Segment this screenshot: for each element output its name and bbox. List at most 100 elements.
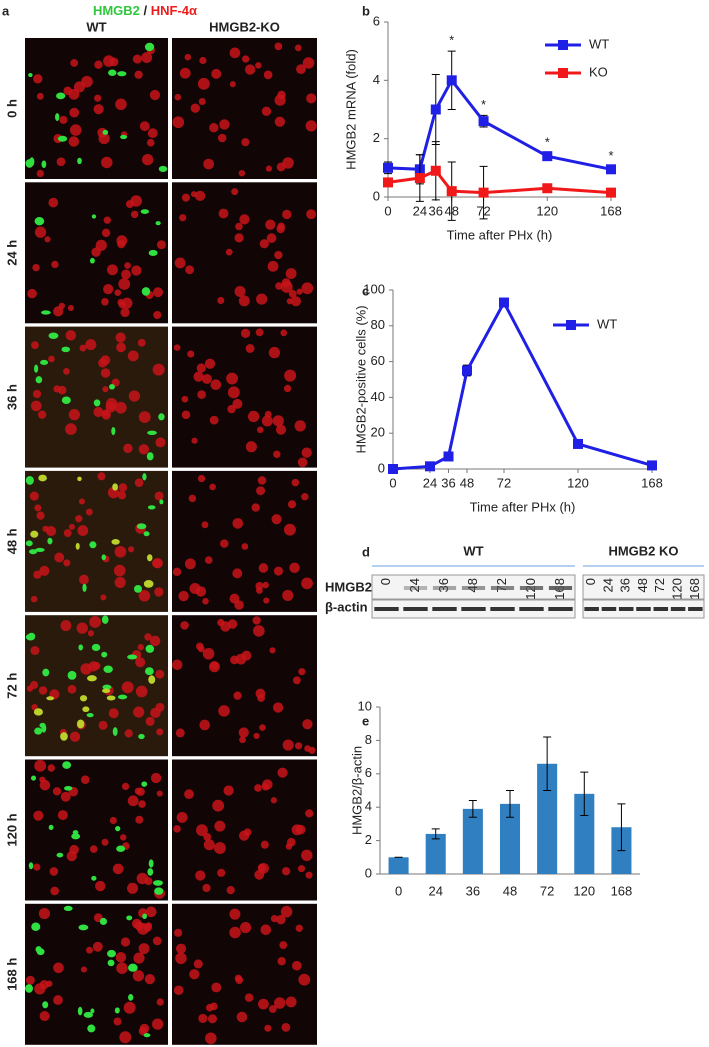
hmgb2-nucleus bbox=[148, 675, 156, 684]
hmgb2-nucleus bbox=[56, 852, 64, 858]
micrograph bbox=[25, 38, 168, 179]
hmgb2-nucleus bbox=[147, 505, 156, 510]
nucleus bbox=[217, 868, 226, 877]
hmgb2-nucleus bbox=[77, 476, 82, 482]
nucleus bbox=[176, 943, 187, 954]
nucleus bbox=[116, 342, 126, 353]
nucleus bbox=[181, 395, 189, 403]
nucleus bbox=[297, 457, 308, 468]
hmgb2-nucleus bbox=[34, 364, 39, 373]
hmgb2-nucleus bbox=[107, 959, 115, 967]
hmgb2-nucleus bbox=[77, 1006, 83, 1016]
nucleus bbox=[136, 872, 149, 885]
nucleus bbox=[115, 332, 126, 343]
nucleus bbox=[295, 824, 306, 835]
nucleus bbox=[30, 400, 42, 412]
hmgb2-nucleus bbox=[34, 727, 43, 735]
nucleus bbox=[274, 116, 286, 127]
nucleus bbox=[34, 504, 42, 512]
hmgb2-nucleus bbox=[34, 216, 45, 226]
nucleus bbox=[60, 791, 71, 802]
nucleus bbox=[234, 974, 242, 982]
error-bar bbox=[468, 800, 477, 818]
hmgb2-nucleus bbox=[25, 476, 34, 485]
nucleus bbox=[202, 597, 209, 605]
nucleus bbox=[286, 837, 296, 847]
nucleus bbox=[231, 188, 239, 196]
hmgb2-nucleus bbox=[159, 499, 164, 505]
nucleus bbox=[152, 363, 165, 376]
nucleus bbox=[116, 962, 128, 974]
micrograph bbox=[172, 326, 317, 468]
x-tick-label: 48 bbox=[503, 883, 517, 898]
nucleus bbox=[238, 169, 246, 177]
nucleus bbox=[58, 302, 66, 310]
y-tick-label: 8 bbox=[365, 732, 372, 747]
nucleus bbox=[267, 260, 279, 272]
nucleus bbox=[137, 338, 146, 347]
nucleus bbox=[214, 820, 226, 832]
y-tick-label: 100 bbox=[363, 281, 385, 296]
x-tick-label: 48 bbox=[460, 475, 474, 490]
nucleus bbox=[27, 288, 37, 299]
nucleus bbox=[209, 483, 216, 491]
hmgb2-nucleus bbox=[146, 452, 154, 461]
hmgb2-nucleus bbox=[67, 670, 77, 680]
y-tick-label: 40 bbox=[371, 389, 385, 404]
lane-label: 48 bbox=[465, 578, 480, 592]
nucleus bbox=[233, 691, 242, 700]
nucleus bbox=[76, 622, 88, 634]
y-tick-label: 6 bbox=[373, 13, 380, 28]
nucleus bbox=[63, 529, 72, 537]
y-tick-label: 6 bbox=[365, 765, 372, 780]
nucleus bbox=[197, 390, 206, 399]
y-tick-label: 2 bbox=[373, 130, 380, 145]
lane-label: 120 bbox=[670, 578, 685, 600]
x-tick-label: 36 bbox=[429, 203, 443, 218]
x-tick-label: 36 bbox=[466, 883, 480, 898]
nucleus bbox=[271, 514, 282, 525]
nucleus bbox=[44, 236, 51, 243]
nucleus bbox=[124, 262, 131, 269]
panel-title: HMGB2 / HNF-4α bbox=[93, 3, 197, 18]
nucleus bbox=[282, 157, 294, 169]
hmgb2-nucleus bbox=[91, 214, 97, 219]
x-tick-label: 120 bbox=[536, 203, 558, 218]
nucleus bbox=[211, 982, 222, 993]
nucleus bbox=[252, 616, 261, 625]
nucleus bbox=[127, 546, 135, 553]
nucleus bbox=[45, 525, 57, 537]
nucleus bbox=[211, 68, 222, 79]
annotation: * bbox=[608, 148, 613, 163]
hmgb2-nucleus bbox=[55, 113, 60, 121]
hmgb2-nucleus bbox=[30, 530, 39, 538]
nucleus bbox=[298, 668, 306, 676]
nucleus bbox=[253, 625, 265, 637]
hmgb2-nucleus bbox=[91, 875, 97, 881]
nucleus bbox=[175, 728, 185, 738]
y-tick-label: 60 bbox=[371, 353, 385, 368]
nucleus bbox=[275, 282, 283, 290]
error-bar bbox=[543, 736, 552, 791]
nucleus bbox=[118, 278, 131, 290]
nucleus bbox=[305, 809, 314, 818]
nucleus bbox=[258, 563, 269, 573]
lane-label: 48 bbox=[635, 578, 650, 592]
nucleus bbox=[155, 669, 165, 679]
nucleus bbox=[138, 590, 151, 602]
hmgb2-nucleus bbox=[101, 651, 108, 658]
nucleus bbox=[60, 620, 72, 632]
hmgb2-nucleus bbox=[48, 332, 59, 339]
nucleus bbox=[153, 287, 163, 298]
micrograph bbox=[25, 759, 168, 901]
nucleus bbox=[30, 595, 38, 603]
band bbox=[653, 607, 669, 611]
nucleus bbox=[306, 93, 317, 104]
nucleus bbox=[256, 426, 264, 434]
band bbox=[403, 607, 428, 611]
nucleus bbox=[63, 367, 70, 375]
nucleus bbox=[79, 344, 87, 352]
hmgb2-nucleus bbox=[33, 708, 43, 716]
